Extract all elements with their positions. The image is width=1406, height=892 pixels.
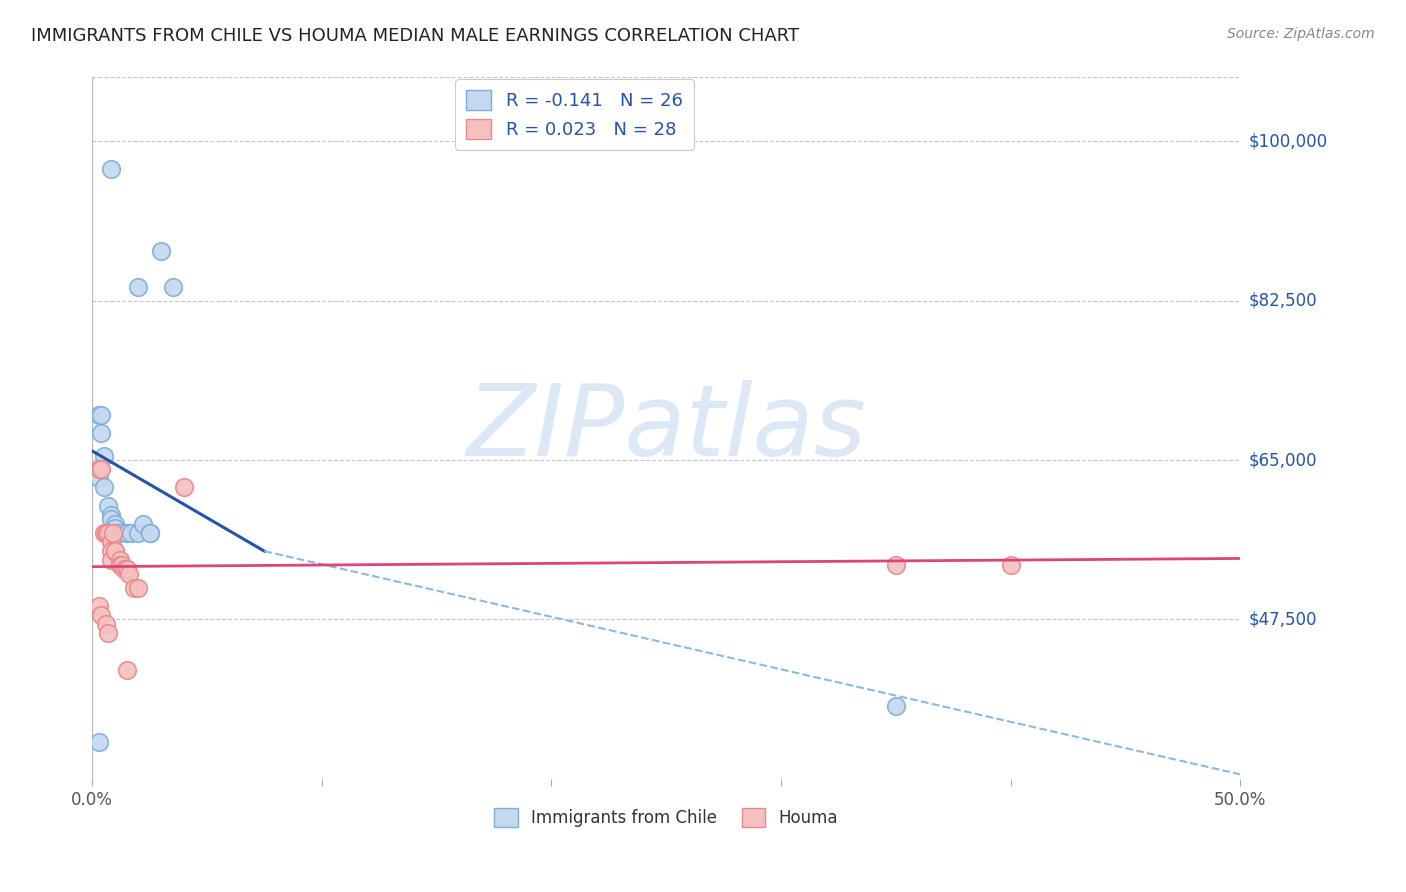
Point <box>1000 558 1022 572</box>
Point <box>87 462 110 476</box>
Point <box>150 244 173 258</box>
Point <box>118 566 141 581</box>
Point <box>115 562 138 576</box>
Text: IMMIGRANTS FROM CHILE VS HOUMA MEDIAN MALE EARNINGS CORRELATION CHART: IMMIGRANTS FROM CHILE VS HOUMA MEDIAN MA… <box>31 27 799 45</box>
Point <box>173 480 195 494</box>
Text: $65,000: $65,000 <box>1249 451 1317 469</box>
Point <box>127 280 149 294</box>
Point <box>90 462 112 476</box>
Point <box>93 480 115 494</box>
Point <box>90 607 112 622</box>
Text: $47,500: $47,500 <box>1249 610 1317 629</box>
Point <box>93 449 115 463</box>
Point <box>115 525 138 540</box>
Point <box>100 535 122 549</box>
Point <box>112 562 135 576</box>
Point <box>104 521 127 535</box>
Point <box>101 525 124 540</box>
Point <box>108 553 131 567</box>
Point <box>884 699 907 714</box>
Point <box>87 735 110 749</box>
Point <box>94 525 117 540</box>
Point <box>115 562 138 576</box>
Point <box>115 525 138 540</box>
Point <box>108 525 131 540</box>
Point <box>93 525 115 540</box>
Text: $82,500: $82,500 <box>1249 292 1317 310</box>
Point <box>100 512 122 526</box>
Point <box>127 525 149 540</box>
Point <box>104 544 127 558</box>
Point <box>115 663 138 677</box>
Point <box>884 558 907 572</box>
Text: ZIPatlas: ZIPatlas <box>467 380 866 476</box>
Point <box>104 516 127 531</box>
Point <box>138 525 160 540</box>
Point <box>138 525 160 540</box>
Point <box>104 525 127 540</box>
Point <box>90 408 112 422</box>
Point <box>100 553 122 567</box>
Point <box>127 581 149 595</box>
Point <box>87 408 110 422</box>
Point <box>122 581 145 595</box>
Point <box>100 544 122 558</box>
Point <box>162 280 184 294</box>
Point <box>108 558 131 572</box>
Point <box>97 626 120 640</box>
Text: Source: ZipAtlas.com: Source: ZipAtlas.com <box>1227 27 1375 41</box>
Point <box>131 516 153 531</box>
Point <box>111 558 134 572</box>
Point <box>104 544 127 558</box>
Point <box>100 508 122 522</box>
Point <box>87 599 110 613</box>
Point <box>100 161 122 176</box>
Point <box>120 525 142 540</box>
Point <box>97 499 120 513</box>
Point <box>87 471 110 485</box>
Point <box>94 617 117 632</box>
Text: $100,000: $100,000 <box>1249 132 1327 150</box>
Point <box>90 425 112 440</box>
Point <box>97 525 120 540</box>
Legend: Immigrants from Chile, Houma: Immigrants from Chile, Houma <box>488 802 845 834</box>
